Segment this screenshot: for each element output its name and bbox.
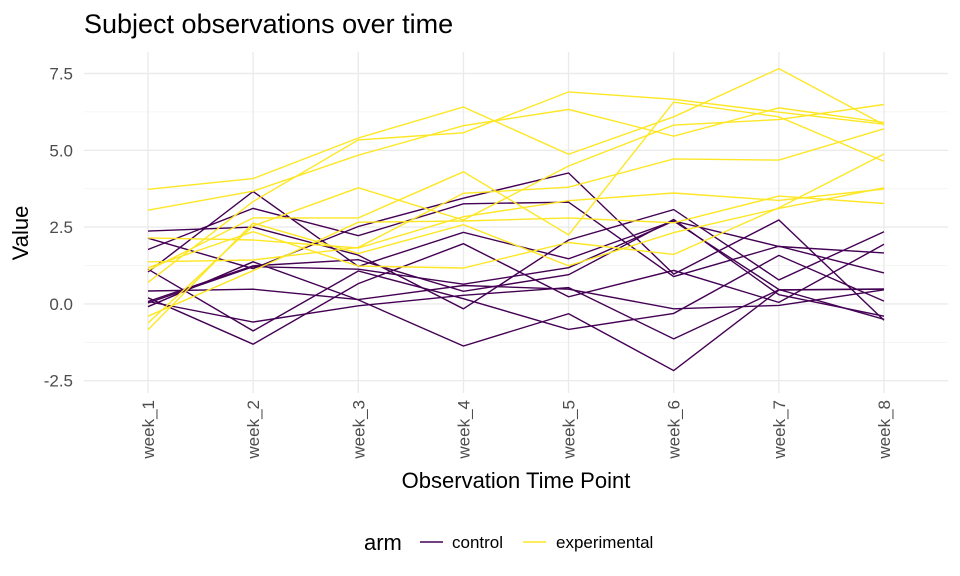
x-tick-label: week_5	[560, 400, 579, 460]
series-line-experimental	[147, 188, 885, 249]
x-tick-label: week_8	[875, 400, 894, 460]
y-axis-title: Value	[8, 206, 33, 261]
series-line-control	[147, 284, 885, 310]
x-tick-label: week_4	[454, 400, 473, 460]
x-axis-ticks: week_1 week_2 week_3 week_4 week_5 week_6 week…	[139, 400, 894, 460]
series-line-control	[147, 208, 885, 310]
y-tick-label: -2.5	[44, 372, 73, 391]
x-tick-label: week_3	[349, 400, 368, 460]
x-tick-label: week_7	[770, 400, 789, 460]
series-line-experimental	[147, 107, 885, 211]
series-line-experimental	[147, 195, 885, 317]
series-line-experimental	[147, 67, 885, 190]
series-line-control	[147, 254, 885, 332]
series-line-control	[147, 218, 885, 317]
series-line-experimental	[147, 128, 885, 263]
series-line-control	[147, 242, 885, 345]
y-tick-label: 7.5	[49, 65, 73, 84]
legend-title: arm	[364, 530, 402, 555]
series-lines	[147, 67, 885, 372]
x-tick-label: week_2	[244, 400, 263, 460]
legend-label-experimental: experimental	[556, 533, 653, 552]
legend: arm control experimental	[364, 530, 653, 555]
y-tick-label: 0.0	[49, 295, 73, 314]
series-line-experimental	[147, 153, 885, 269]
chart-title: Subject observations over time	[84, 9, 453, 39]
x-axis-title: Observation Time Point	[402, 468, 631, 493]
x-tick-label: week_6	[665, 400, 684, 460]
series-line-control	[147, 172, 885, 321]
y-axis-ticks: -2.5 0.0 2.5 5.0 7.5	[44, 65, 73, 391]
plot-grid	[84, 52, 948, 393]
legend-label-control: control	[452, 533, 503, 552]
series-line-control	[147, 261, 885, 372]
series-line-experimental	[147, 101, 885, 272]
series-line-control	[147, 286, 885, 340]
series-line-control	[147, 220, 885, 320]
series-line-experimental	[147, 91, 885, 283]
y-tick-label: 5.0	[49, 141, 73, 160]
y-tick-label: 2.5	[49, 218, 73, 237]
series-line-experimental	[147, 103, 885, 324]
series-line-experimental	[147, 187, 885, 331]
x-tick-label: week_1	[139, 400, 158, 460]
